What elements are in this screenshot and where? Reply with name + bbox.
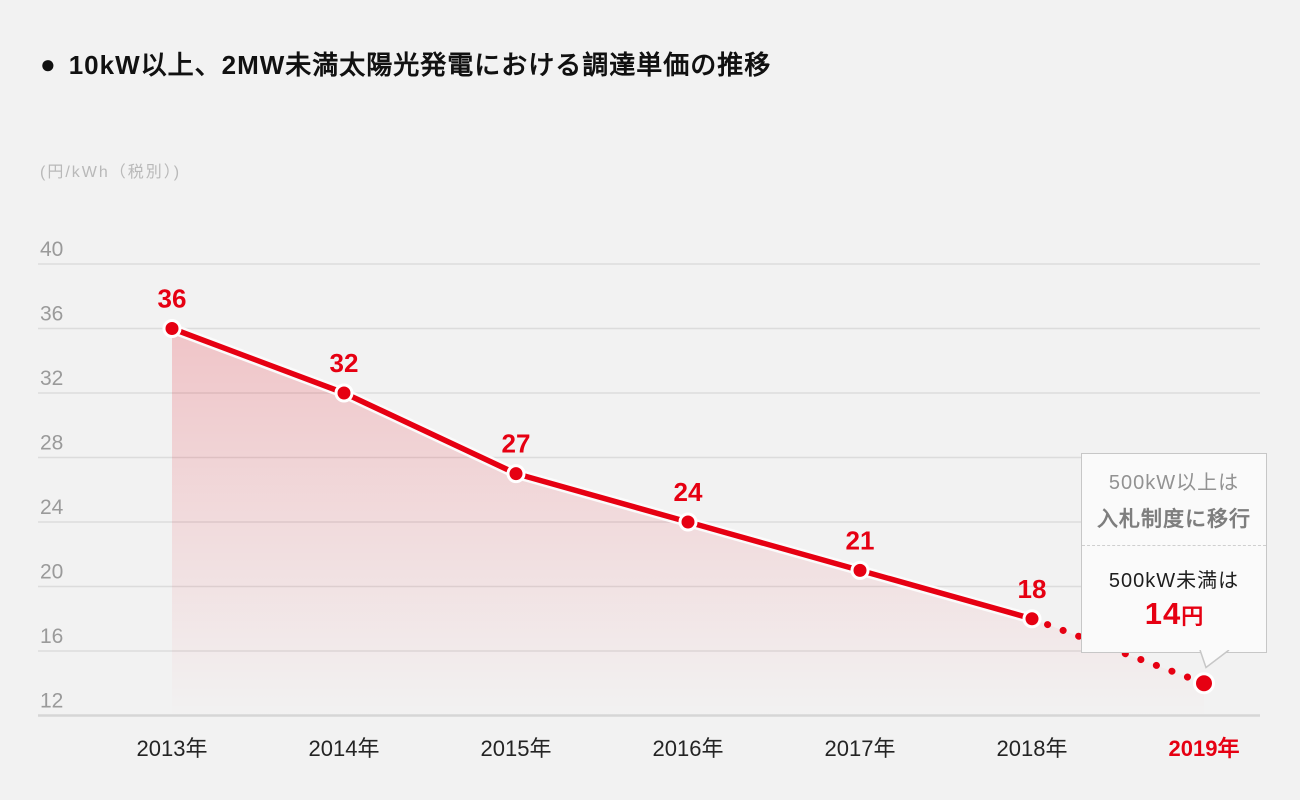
value-label: 21: [846, 525, 875, 555]
callout-divider: [1082, 545, 1266, 546]
callout-price: 14円: [1082, 598, 1266, 629]
trend-line: [169, 325, 1035, 622]
header: ● 10kW以上、2MW未満太陽光発電における調達単価の推移: [40, 45, 771, 82]
y-tick-label: 40: [40, 238, 63, 261]
y-tick-label: 24: [40, 496, 64, 519]
callout-box: 500kW以上は 入札制度に移行 500kW未満は 14円: [1081, 453, 1267, 669]
x-axis-label: 2014年: [309, 736, 380, 761]
title-bullet-icon: ●: [40, 48, 56, 79]
y-axis-unit-label: (円/kWh（税別）): [40, 164, 182, 181]
price-unit: 円: [1181, 604, 1204, 629]
y-tick-label: 32: [40, 367, 63, 390]
price-value: 14: [1144, 596, 1182, 631]
data-point: [162, 319, 182, 338]
x-axis-label: 2015年: [481, 736, 552, 761]
y-tick-label: 16: [40, 625, 63, 648]
callout-upper-section: 500kW以上は 入札制度に移行: [1082, 454, 1266, 545]
x-axis-label: 2016年: [653, 736, 724, 761]
value-label: 24: [674, 477, 703, 507]
chart-title: 10kW以上、2MW未満太陽光発電における調達単価の推移: [68, 50, 772, 80]
callout-tail-icon: [1199, 649, 1230, 669]
y-tick-label: 36: [40, 303, 63, 326]
callout-lower-section: 500kW未満は 14円: [1082, 546, 1266, 629]
data-point: [506, 464, 526, 484]
y-tick-label: 20: [40, 561, 63, 584]
callout-line-3: 500kW未満は: [1108, 570, 1240, 592]
x-axis-label: 2018年: [997, 736, 1068, 761]
data-point: [334, 383, 354, 403]
data-point: [1193, 672, 1215, 695]
x-axis-label: 2019年: [1169, 736, 1240, 761]
data-point: [1022, 609, 1042, 629]
x-axis-label: 2017年: [825, 736, 896, 761]
data-point: [678, 512, 698, 532]
callout-line-2: 入札制度に移行: [1097, 508, 1251, 531]
value-label: 36: [158, 284, 187, 314]
projected-dotted-line: [1028, 615, 1208, 687]
y-tick-label: 12: [40, 690, 63, 713]
y-tick-label: 28: [40, 432, 63, 455]
callout-line-1: 500kW以上は: [1108, 472, 1240, 494]
data-point: [850, 560, 870, 580]
value-label: 27: [502, 429, 531, 459]
value-label: 32: [330, 348, 359, 378]
value-label: 18: [1018, 574, 1047, 604]
x-axis-label: 2013年: [137, 736, 208, 761]
